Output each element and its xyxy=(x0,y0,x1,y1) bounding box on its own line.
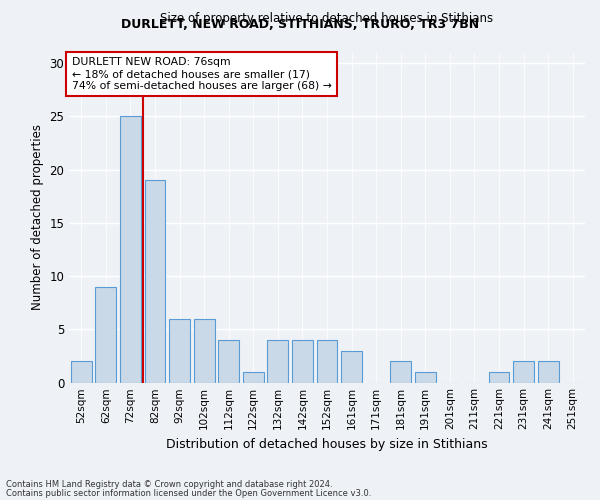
Bar xyxy=(268,340,289,382)
Bar xyxy=(317,340,337,382)
Text: Contains public sector information licensed under the Open Government Licence v3: Contains public sector information licen… xyxy=(6,489,371,498)
Bar xyxy=(71,361,92,382)
Bar xyxy=(169,318,190,382)
Bar xyxy=(194,318,215,382)
Bar xyxy=(513,361,534,382)
Bar xyxy=(218,340,239,382)
Y-axis label: Number of detached properties: Number of detached properties xyxy=(31,124,44,310)
Bar xyxy=(538,361,559,382)
Text: DURLETT, NEW ROAD, STITHIANS, TRURO, TR3 7BN: DURLETT, NEW ROAD, STITHIANS, TRURO, TR3… xyxy=(121,18,479,30)
Bar xyxy=(120,116,141,382)
Title: Size of property relative to detached houses in Stithians: Size of property relative to detached ho… xyxy=(160,12,494,25)
X-axis label: Distribution of detached houses by size in Stithians: Distribution of detached houses by size … xyxy=(166,438,488,451)
Bar xyxy=(95,286,116,382)
Bar xyxy=(390,361,411,382)
Bar xyxy=(341,350,362,382)
Text: Contains HM Land Registry data © Crown copyright and database right 2024.: Contains HM Land Registry data © Crown c… xyxy=(6,480,332,489)
Bar xyxy=(292,340,313,382)
Bar xyxy=(415,372,436,382)
Bar xyxy=(243,372,264,382)
Bar xyxy=(145,180,166,382)
Text: DURLETT NEW ROAD: 76sqm
← 18% of detached houses are smaller (17)
74% of semi-de: DURLETT NEW ROAD: 76sqm ← 18% of detache… xyxy=(71,58,331,90)
Bar xyxy=(488,372,509,382)
